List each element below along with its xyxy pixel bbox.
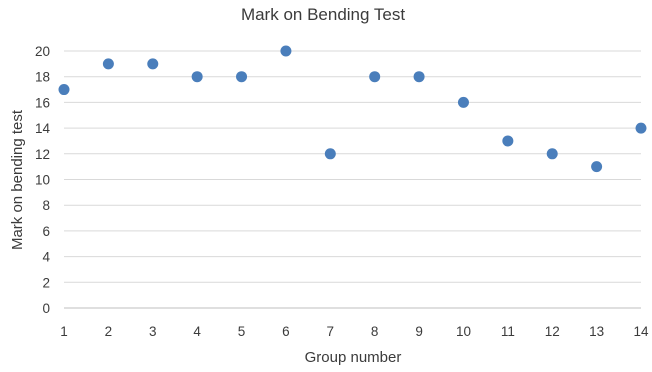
y-axis-ticks: 0 2 4 6 8 10 12 14 16 18 20 — [35, 44, 51, 316]
y-tick-label: 12 — [35, 147, 50, 162]
y-tick-label: 4 — [42, 250, 50, 265]
data-point — [547, 148, 558, 159]
data-points — [59, 46, 647, 173]
x-tick-label: 6 — [282, 324, 290, 339]
x-tick-label: 14 — [633, 324, 649, 339]
data-point — [280, 46, 291, 57]
y-tick-label: 10 — [35, 173, 50, 188]
data-point — [414, 71, 425, 82]
x-tick-label: 9 — [415, 324, 423, 339]
y-tick-label: 2 — [42, 275, 50, 290]
y-tick-label: 16 — [35, 95, 50, 110]
data-point — [59, 84, 70, 95]
x-tick-label: 13 — [589, 324, 604, 339]
y-tick-label: 14 — [35, 121, 51, 136]
x-tick-label: 3 — [149, 324, 157, 339]
data-point — [147, 58, 158, 69]
data-point — [591, 161, 602, 172]
x-tick-label: 7 — [327, 324, 335, 339]
x-tick-label: 10 — [456, 324, 471, 339]
x-axis-ticks: 1 2 3 4 5 6 7 8 9 10 11 12 13 14 — [60, 324, 649, 339]
y-tick-label: 6 — [42, 224, 50, 239]
y-axis-label: Mark on bending test — [9, 109, 26, 250]
x-tick-label: 2 — [105, 324, 113, 339]
y-tick-label: 8 — [42, 198, 50, 213]
x-tick-label: 11 — [501, 324, 515, 339]
gridlines — [64, 51, 641, 308]
data-point — [192, 71, 203, 82]
x-tick-label: 1 — [60, 324, 68, 339]
x-tick-label: 12 — [545, 324, 560, 339]
y-tick-label: 0 — [42, 301, 50, 316]
data-point — [502, 135, 513, 146]
x-tick-label: 5 — [238, 324, 246, 339]
data-point — [103, 58, 114, 69]
data-point — [636, 123, 647, 134]
x-tick-label: 4 — [193, 324, 201, 339]
x-axis-label: Group number — [305, 349, 402, 366]
y-tick-label: 20 — [35, 44, 50, 59]
data-point — [458, 97, 469, 108]
chart-title: Mark on Bending Test — [241, 5, 405, 24]
data-point — [369, 71, 380, 82]
data-point — [325, 148, 336, 159]
y-tick-label: 18 — [35, 70, 50, 85]
x-tick-label: 8 — [371, 324, 379, 339]
data-point — [236, 71, 247, 82]
